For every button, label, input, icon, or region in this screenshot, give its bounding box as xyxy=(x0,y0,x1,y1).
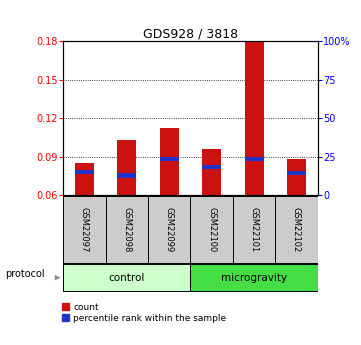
Bar xyxy=(202,149,221,195)
Text: protocol: protocol xyxy=(5,269,45,279)
Text: GSM22102: GSM22102 xyxy=(292,207,301,252)
Bar xyxy=(244,157,264,161)
Text: microgravity: microgravity xyxy=(221,273,287,283)
Bar xyxy=(275,196,318,263)
Text: GSM22101: GSM22101 xyxy=(249,207,258,252)
Bar xyxy=(287,159,306,195)
Bar xyxy=(75,163,94,195)
Bar xyxy=(160,128,179,195)
Bar xyxy=(117,140,136,195)
Bar xyxy=(191,265,318,291)
Bar xyxy=(106,196,148,263)
Bar xyxy=(191,196,233,263)
Bar xyxy=(244,41,264,195)
Text: GSM22097: GSM22097 xyxy=(80,207,89,252)
Text: GSM22098: GSM22098 xyxy=(122,207,131,252)
Bar xyxy=(63,196,105,263)
Bar xyxy=(63,265,191,291)
Title: GDS928 / 3818: GDS928 / 3818 xyxy=(143,27,238,40)
Bar xyxy=(202,165,221,169)
Text: GSM22099: GSM22099 xyxy=(165,207,174,252)
Text: control: control xyxy=(109,273,145,283)
Text: GSM22100: GSM22100 xyxy=(207,207,216,252)
Bar xyxy=(233,196,275,263)
Bar xyxy=(117,174,136,178)
Bar xyxy=(148,196,191,263)
Legend: count, percentile rank within the sample: count, percentile rank within the sample xyxy=(61,301,228,325)
Bar xyxy=(75,170,94,174)
Bar xyxy=(160,157,179,161)
Bar xyxy=(287,171,306,175)
